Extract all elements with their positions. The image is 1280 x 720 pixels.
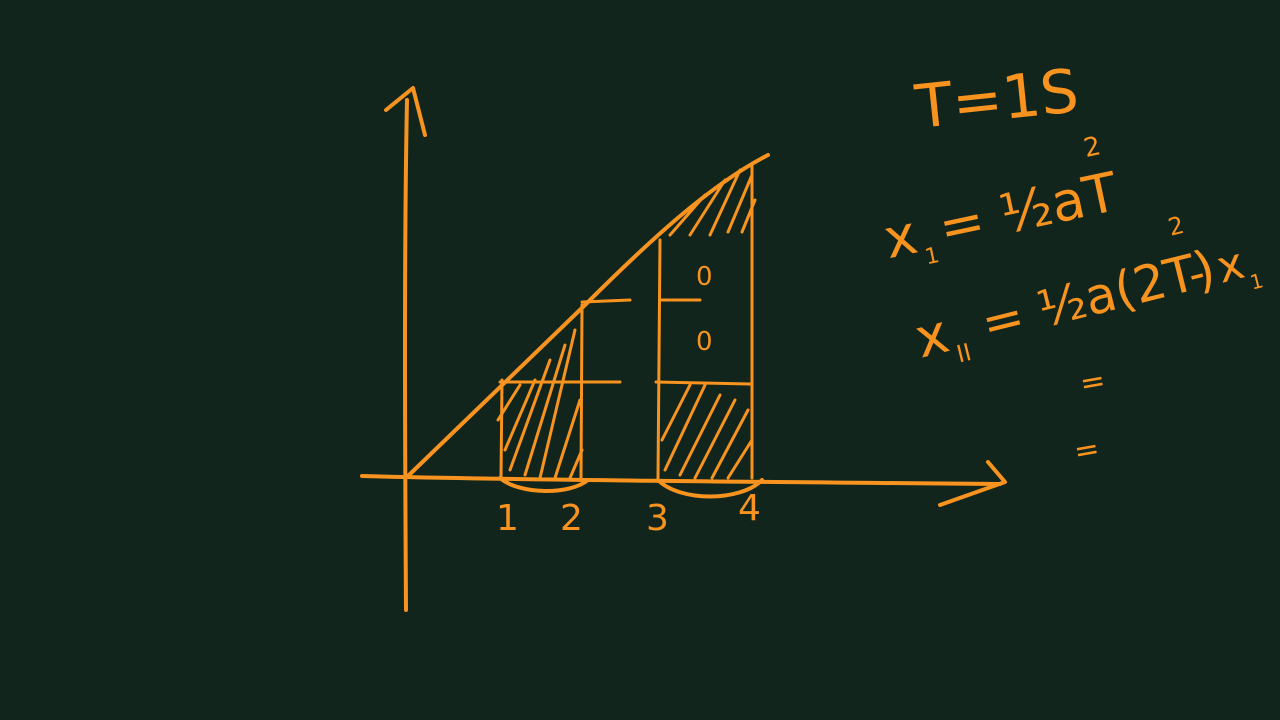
tick-label-3: 3 — [646, 498, 669, 539]
x1-symbol: x — [878, 203, 922, 271]
interval-3-4-region — [654, 163, 764, 499]
tick-label-1: 1 — [496, 498, 519, 539]
interval-1-2-region — [496, 298, 632, 493]
interval-1-left-edge — [499, 378, 504, 480]
x2-symbol: x — [909, 302, 955, 371]
x1-equation: x 1 = ½aT 2 — [878, 131, 1124, 271]
y-axis — [403, 98, 409, 612]
interval-3-left-edge — [656, 238, 662, 480]
velocity-curve — [406, 153, 770, 478]
region-label-upper: 0 — [696, 262, 713, 292]
x1-subscript: 1 — [923, 243, 942, 270]
x2-subscript: II — [954, 338, 975, 369]
interval-1-2-brace — [498, 476, 590, 493]
tick-label-2: 2 — [560, 498, 583, 539]
x-axis-arrowhead — [938, 460, 1007, 507]
hatching-1-2 — [496, 328, 584, 480]
equation-line-4: = — [1071, 431, 1102, 470]
x2-exponent: 2 — [1165, 211, 1187, 242]
interval-2-top-dash — [580, 298, 632, 304]
x1-exponent: 2 — [1081, 131, 1103, 164]
period-equation: T=1S — [911, 56, 1082, 143]
hatching-3-4-upper — [668, 168, 757, 237]
tick-label-4: 4 — [738, 488, 761, 529]
region-label-lower: 0 — [696, 327, 713, 357]
tick-labels: 1 2 3 4 — [496, 488, 761, 539]
graph-axes — [360, 86, 1007, 612]
x2-tail-subscript: 1 — [1247, 268, 1265, 294]
x-axis — [360, 474, 1002, 486]
hatching-3-4-lower — [660, 383, 754, 480]
equation-line-3: = — [1077, 363, 1108, 402]
interval-3-4-brace — [656, 478, 764, 499]
interval-3-4-mid-dash — [654, 380, 752, 386]
equations: T=1S x 1 = ½aT 2 x II = ½a(2T) 2 - x 1 =… — [878, 56, 1265, 470]
y-axis-arrowhead — [384, 86, 427, 137]
x1-rhs: = ½aT — [933, 160, 1124, 259]
